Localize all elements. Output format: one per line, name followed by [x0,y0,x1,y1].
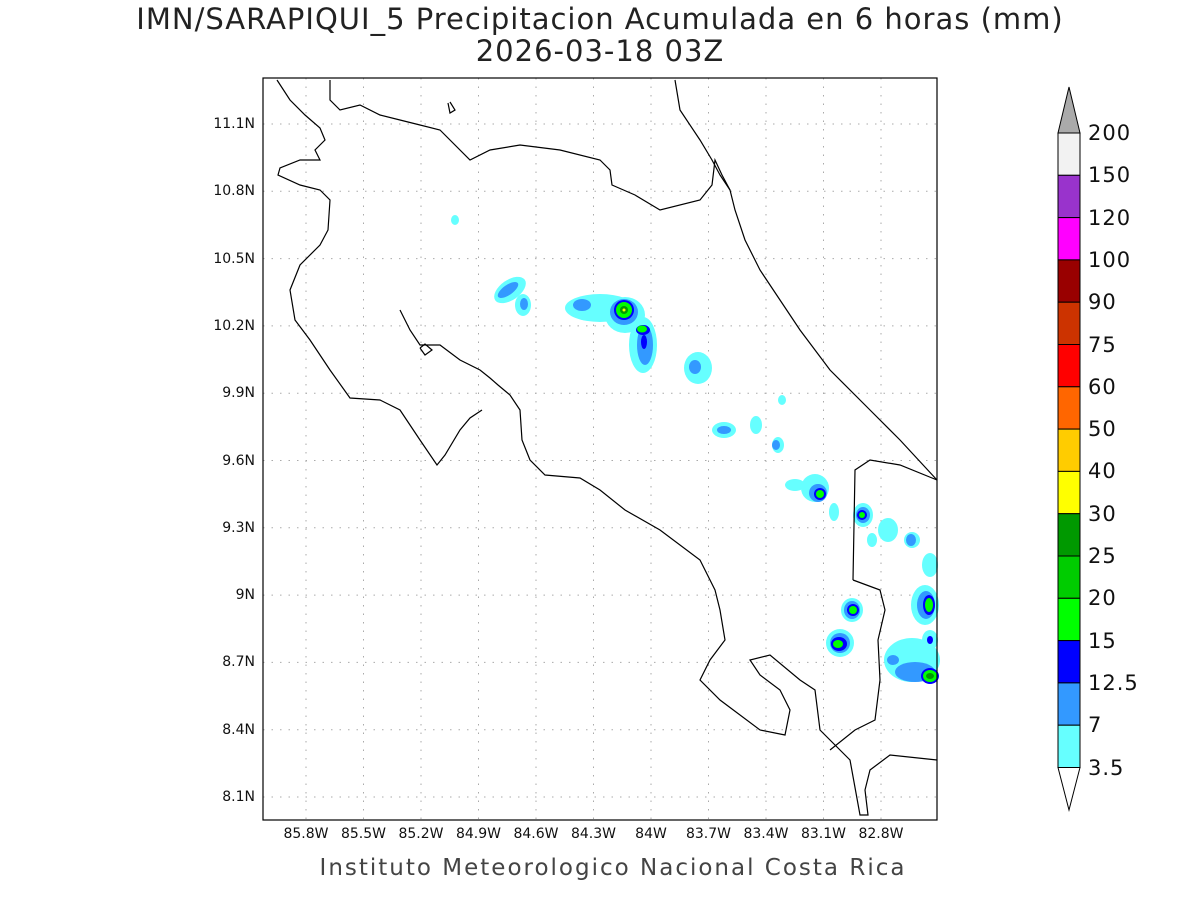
colorbar-label: 100 [1088,247,1132,272]
lon-tick-label: 83.7W [685,826,732,842]
colorbar-swatch [1057,301,1081,346]
colorbar-swatch [1057,597,1081,642]
colorbar-label: 75 [1088,332,1117,357]
colorbar-swatch [1057,513,1081,557]
colorbar-swatch [1057,428,1081,472]
colorbar-swatch [1057,640,1081,684]
lon-tick-label: 84.6W [513,826,559,842]
colorbar-under-arrow [1057,767,1081,812]
colorbar-label: 200 [1088,121,1132,145]
colorbar-swatch [1057,174,1081,219]
colorbar-label: 50 [1088,417,1117,442]
colorbar-label: 40 [1088,459,1117,484]
colorbar-label: 150 [1088,163,1132,188]
colorbar [1057,86,1081,812]
colorbar-label: 3.5 [1088,755,1125,780]
map-title: IMN/SARAPIQUI_5 Precipitacion Acumulada … [136,2,1064,36]
colorbar-swatch [1057,386,1081,430]
colorbar-label: 25 [1088,544,1117,568]
lat-tick-label: 11.1N [213,116,255,132]
lon-tick-label: 83.4W [743,826,789,842]
lat-tick-label: 10.8N [213,183,255,200]
lon-tick-label: 84.3W [570,826,617,842]
lat-tick-label: 9.3N [222,519,255,536]
colorbar-swatch [1057,470,1081,515]
lon-tick-label: 85.8W [283,826,329,842]
coastlines-borders [262,77,938,821]
lat-tick-label: 9.6N [222,452,255,469]
colorbar-swatch [1057,724,1081,769]
lon-tick-label: 85.5W [340,826,387,842]
lon-tick-label: 84W [635,826,667,842]
footer-credit: Instituto Meteorologico Nacional Costa R… [319,855,907,881]
lat-tick-label: 10.2N [213,317,255,334]
lat-tick-label: 8.1N [222,789,255,805]
colorbar-swatch [1057,344,1081,388]
colorbar-swatch [1057,555,1081,599]
colorbar-over-arrow [1057,86,1081,134]
colorbar-label: 15 [1088,628,1117,653]
colorbar-swatch [1057,132,1081,176]
colorbar-swatch [1057,259,1081,303]
lat-tick-label: 8.4N [222,721,255,738]
lon-tick-label: 82.8W [858,826,904,842]
map-subtitle: 2026-03-18 03Z [475,34,725,68]
colorbar-swatch [1057,682,1081,726]
grid-lines [263,78,937,820]
lon-tick-label: 85.2W [398,826,444,842]
colorbar-label: 90 [1088,290,1117,315]
colorbar-swatch [1057,217,1081,261]
colorbar-label: 7 [1088,713,1103,738]
lat-tick-label: 9N [235,587,255,604]
precipitation-areas [451,215,940,684]
colorbar-label: 20 [1088,586,1117,611]
lon-tick-label: 84.9W [455,826,502,842]
lat-tick-label: 8.7N [222,654,255,671]
lat-tick-label: 10.5N [213,250,255,267]
colorbar-label: 30 [1088,501,1117,526]
lon-tick-label: 83.1W [800,826,847,842]
lat-tick-label: 9.9N [222,385,255,402]
colorbar-label: 12.5 [1088,670,1139,695]
colorbar-label: 120 [1088,205,1132,230]
colorbar-label: 60 [1088,374,1117,399]
